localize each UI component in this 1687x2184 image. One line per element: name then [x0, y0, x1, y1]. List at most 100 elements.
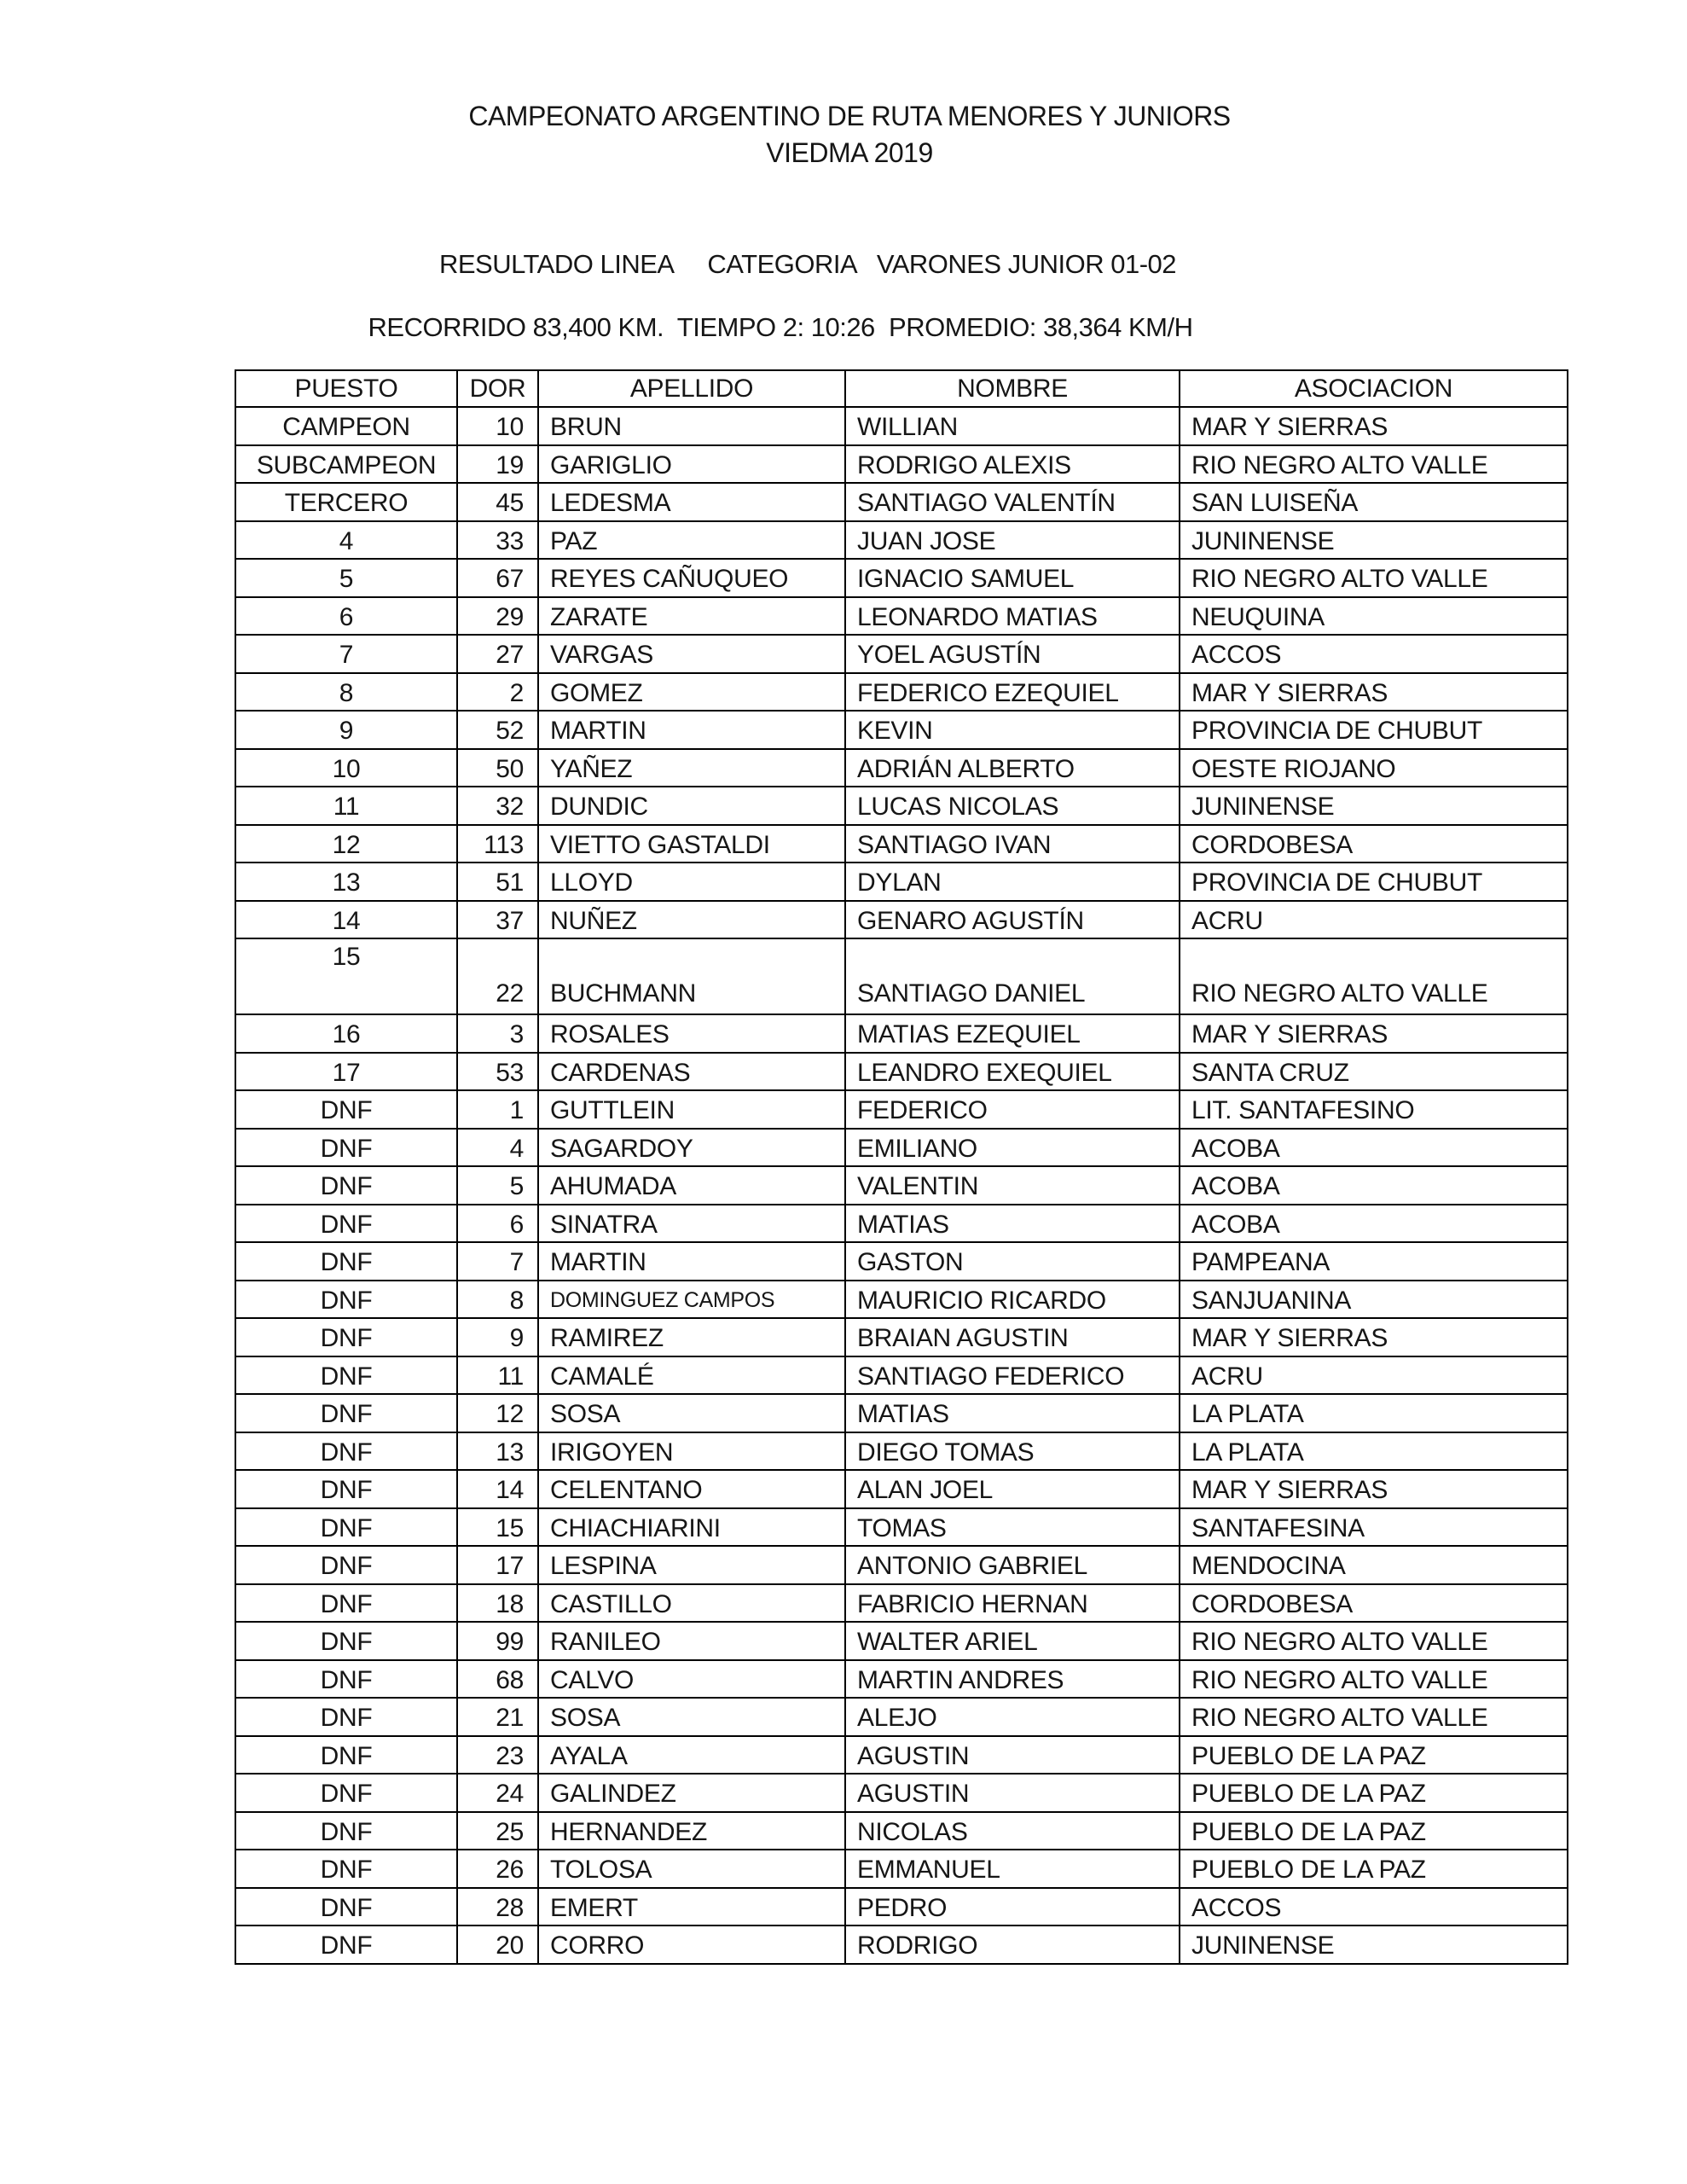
- cell-asociacion: RIO NEGRO ALTO VALLE: [1179, 938, 1568, 1015]
- cell-dor: 23: [456, 1734, 539, 1774]
- cell-apellido: TOLOSA: [537, 1849, 846, 1889]
- cell-nombre: ALEJO: [844, 1697, 1180, 1737]
- cell-asociacion: SAN LUISEÑA: [1179, 482, 1568, 522]
- cell-asociacion: PROVINCIA DE CHUBUT: [1179, 710, 1568, 750]
- cell-nombre: FABRICIO HERNAN: [844, 1583, 1180, 1623]
- cell-nombre: SANTIAGO FEDERICO: [844, 1355, 1180, 1395]
- cell-puesto: 14: [235, 899, 458, 939]
- cell-nombre: LUCAS NICOLAS: [844, 786, 1180, 826]
- cell-asociacion: ACOBA: [1179, 1127, 1568, 1167]
- cell-puesto: DNF: [235, 1089, 458, 1130]
- cell-puesto: DNF: [235, 1507, 458, 1547]
- cell-puesto: DNF: [235, 1165, 458, 1205]
- cell-dor: 28: [456, 1886, 539, 1926]
- cell-puesto: 7: [235, 634, 458, 674]
- cell-apellido: IRIGOYEN: [537, 1431, 846, 1471]
- cell-nombre: WILLIAN: [844, 406, 1180, 446]
- cell-puesto: DNF: [235, 1773, 458, 1813]
- cell-dor: 6: [456, 1203, 539, 1243]
- cell-nombre: IGNACIO SAMUEL: [844, 558, 1180, 598]
- cell-nombre: SANTIAGO IVAN: [844, 823, 1180, 863]
- cell-apellido: ROSALES: [537, 1014, 846, 1054]
- cell-dor: 45: [456, 482, 539, 522]
- cell-nombre: PEDRO: [844, 1886, 1180, 1926]
- cell-puesto: DNF: [235, 1810, 458, 1850]
- cell-apellido: SINATRA: [537, 1203, 846, 1243]
- cell-puesto: DNF: [235, 1355, 458, 1395]
- cell-puesto: DNF: [235, 1545, 458, 1585]
- cell-dor: 53: [456, 1051, 539, 1091]
- table-row: DNF 13 IRIGOYEN DIEGO TOMAS LA PLATA: [235, 1431, 1568, 1471]
- cell-apellido: AYALA: [537, 1734, 846, 1774]
- cell-asociacion: CORDOBESA: [1179, 1583, 1568, 1623]
- cell-asociacion: MAR Y SIERRAS: [1179, 406, 1568, 446]
- cell-nombre: SANTIAGO DANIEL: [844, 938, 1180, 1015]
- cell-nombre: YOEL AGUSTÍN: [844, 634, 1180, 674]
- column-header-nombre: NOMBRE: [844, 369, 1180, 408]
- column-header-apellido: APELLIDO: [537, 369, 846, 408]
- cell-puesto: 17: [235, 1051, 458, 1091]
- cell-apellido: SOSA: [537, 1393, 846, 1433]
- cell-apellido: BUCHMANN: [537, 938, 846, 1015]
- table-row: 10 50 YAÑEZ ADRIÁN ALBERTO OESTE RIOJANO: [235, 747, 1568, 787]
- cell-puesto: 9: [235, 710, 458, 750]
- cell-nombre: MATIAS: [844, 1203, 1180, 1243]
- cell-apellido: CELENTANO: [537, 1469, 846, 1509]
- cell-puesto: DNF: [235, 1583, 458, 1623]
- table-row: 5 67 REYES CAÑUQUEO IGNACIO SAMUEL RIO NEGRO…: [235, 558, 1568, 598]
- race-info-line: RECORRIDO 83,400 KM. TIEMPO 2: 10:26 PRO…: [368, 312, 1193, 342]
- cell-puesto: DNF: [235, 1393, 458, 1433]
- column-header-dor: DOR: [456, 369, 539, 408]
- cell-nombre: TOMAS: [844, 1507, 1180, 1547]
- table-row: DNF 25 HERNANDEZ NICOLAS PUEBLO DE LA PAZ: [235, 1810, 1568, 1850]
- cell-apellido: LEDESMA: [537, 482, 846, 522]
- table-row: DNF 1 GUTTLEIN FEDERICO LIT. SANTAFESINO: [235, 1089, 1568, 1130]
- table-row: DNF 6 SINATRA MATIAS ACOBA: [235, 1203, 1568, 1243]
- cell-puesto: 5: [235, 558, 458, 598]
- cell-apellido: CARDENAS: [537, 1051, 846, 1091]
- cell-dor: 33: [456, 520, 539, 560]
- cell-nombre: DYLAN: [844, 862, 1180, 902]
- cell-nombre: MATIAS EZEQUIEL: [844, 1014, 1180, 1054]
- table-row: 15 22 BUCHMANN SANTIAGO DANIEL RIO NEGRO ALT…: [235, 938, 1568, 1015]
- table-row: DNF 24 GALINDEZ AGUSTIN PUEBLO DE LA PAZ: [235, 1773, 1568, 1813]
- cell-dor: 18: [456, 1583, 539, 1623]
- cell-nombre: FEDERICO EZEQUIEL: [844, 671, 1180, 712]
- column-header-puesto: PUESTO: [235, 369, 458, 408]
- cell-dor: 17: [456, 1545, 539, 1585]
- cell-asociacion: PUEBLO DE LA PAZ: [1179, 1734, 1568, 1774]
- cell-puesto: 8: [235, 671, 458, 712]
- cell-apellido: YAÑEZ: [537, 747, 846, 787]
- cell-puesto: DNF: [235, 1203, 458, 1243]
- cell-asociacion: PUEBLO DE LA PAZ: [1179, 1773, 1568, 1813]
- cell-asociacion: PROVINCIA DE CHUBUT: [1179, 862, 1568, 902]
- cell-dor: 99: [456, 1621, 539, 1661]
- cell-nombre: BRAIAN AGUSTIN: [844, 1317, 1180, 1357]
- table-row: DNF 17 LESPINA ANTONIO GABRIEL MENDOCINA: [235, 1545, 1568, 1585]
- cell-apellido: CASTILLO: [537, 1583, 846, 1623]
- table-row: 12 113 VIETTO GASTALDI SANTIAGO IVAN CORDOBE…: [235, 823, 1568, 863]
- cell-nombre: EMMANUEL: [844, 1849, 1180, 1889]
- cell-dor: 51: [456, 862, 539, 902]
- cell-apellido: PAZ: [537, 520, 846, 560]
- cell-puesto: 11: [235, 786, 458, 826]
- cell-puesto: 10: [235, 747, 458, 787]
- cell-dor: 3: [456, 1014, 539, 1054]
- cell-asociacion: ACRU: [1179, 899, 1568, 939]
- table-row: SUBCAMPEON 19 GARIGLIO RODRIGO ALEXIS RIO NE…: [235, 444, 1568, 484]
- cell-nombre: KEVIN: [844, 710, 1180, 750]
- cell-apellido: REYES CAÑUQUEO: [537, 558, 846, 598]
- cell-dor: 1: [456, 1089, 539, 1130]
- cell-asociacion: JUNINENSE: [1179, 786, 1568, 826]
- table-row: DNF 4 SAGARDOY EMILIANO ACOBA: [235, 1127, 1568, 1167]
- cell-dor: 67: [456, 558, 539, 598]
- cell-asociacion: SANTA CRUZ: [1179, 1051, 1568, 1091]
- cell-nombre: NICOLAS: [844, 1810, 1180, 1850]
- header-row: PUESTO DOR APELLIDO NOMBRE ASOCIACION: [235, 369, 1568, 408]
- cell-nombre: GASTON: [844, 1241, 1180, 1281]
- cell-apellido: CALVO: [537, 1658, 846, 1699]
- column-header-asociacion: ASOCIACION: [1179, 369, 1568, 408]
- cell-puesto: DNF: [235, 1734, 458, 1774]
- document-title-line1: CAMPEONATO ARGENTINO DE RUTA MENORES Y J…: [468, 101, 1231, 131]
- cell-dor: 15: [456, 1507, 539, 1547]
